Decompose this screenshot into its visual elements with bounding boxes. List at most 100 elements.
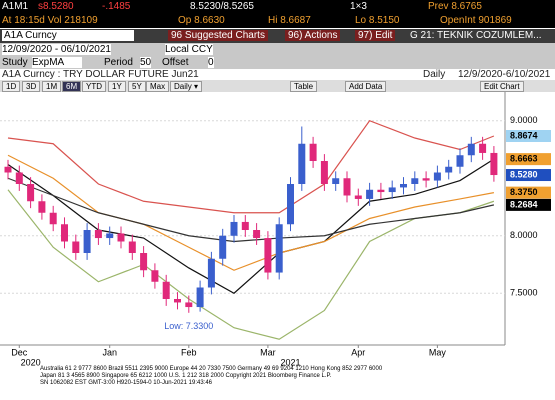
period[interactable]: 50	[140, 57, 152, 68]
offset[interactable]: 0	[208, 57, 214, 68]
candle-body	[72, 241, 80, 253]
candle-body	[61, 224, 68, 242]
price-box-label: 8.6663	[510, 154, 538, 164]
size: 1×3	[350, 1, 367, 12]
candle-body	[332, 178, 340, 184]
toolbar-button[interactable]: YTD	[82, 81, 106, 92]
low-annotation: Low: 7.3300	[164, 321, 213, 331]
description: A1A Curncy : TRY DOLLAR FUTURE Jun21	[2, 69, 199, 80]
chart-name: G 21: TEKNIK COZUMLEM...	[410, 30, 542, 41]
footer-line: SN 1062082 EST GMT-3:00 H920-1594-0 10-J…	[40, 380, 213, 386]
toolbar-button[interactable]: 5Y	[128, 81, 146, 92]
security-input[interactable]: A1A Curncy	[2, 30, 134, 41]
year-label: 2020	[21, 357, 41, 367]
y-tick-label: 9.0000	[510, 115, 538, 125]
time-vol: At 18:15d Vol 218109	[2, 15, 98, 26]
plot-background	[0, 92, 555, 345]
candle-body	[196, 287, 204, 308]
candle-body	[354, 195, 362, 199]
y-tick-label: 7.5000	[510, 288, 538, 298]
candle-body	[4, 166, 12, 173]
candle-body	[151, 270, 159, 282]
candle-body	[94, 230, 102, 239]
toolbar-button[interactable]: 1Y	[108, 81, 126, 92]
edit-button[interactable]: 97) Edit	[355, 30, 396, 41]
toolbar-button[interactable]: Max	[146, 81, 170, 92]
candle-body	[467, 143, 475, 156]
candle-body	[207, 258, 215, 288]
candle-body	[343, 178, 351, 196]
candle-body	[15, 172, 23, 184]
actions-button[interactable]: 96) Actions	[285, 30, 341, 41]
indicator-line	[7, 120, 495, 214]
bid-ask: 8.5230/8.5265	[190, 1, 254, 12]
toolbar-button[interactable]: Table	[290, 81, 318, 92]
command-row: A1A Curncy 96 Suggested Charts 96) Actio…	[0, 29, 555, 43]
price-box	[506, 169, 551, 182]
indicator-line	[7, 154, 495, 271]
x-tick-label: Mar	[260, 347, 276, 357]
toolbar-button[interactable]: 1D	[2, 81, 21, 92]
open-int: OpenInt 901869	[440, 15, 512, 26]
x-tick-label: May	[429, 347, 447, 357]
period-label: Period	[104, 57, 133, 68]
candle-body	[174, 299, 181, 303]
price-box	[506, 129, 551, 142]
candle-body	[388, 187, 396, 193]
candle-body	[140, 253, 148, 271]
candle-body	[456, 155, 464, 167]
toolbar-button[interactable]: Edit Chart	[480, 81, 524, 92]
suggested-button[interactable]: 96 Suggested Charts	[168, 30, 268, 41]
year-label: 2021	[280, 357, 300, 367]
currency[interactable]: Local CCY	[165, 44, 213, 55]
toolbar-button[interactable]: 1M	[42, 81, 62, 92]
frequency: Daily	[423, 69, 446, 80]
prev: Prev 8.6765	[428, 1, 482, 12]
x-tick-label: Dec	[11, 347, 28, 357]
last: s8.5280	[38, 1, 74, 12]
candle-body	[49, 212, 57, 225]
y-tick-label: 8.0000	[510, 230, 538, 240]
candle-body	[117, 233, 125, 242]
candle-body	[377, 189, 385, 193]
price-box-label: 8.2684	[510, 199, 538, 209]
x-tick-label: Jan	[102, 347, 117, 357]
footer-line: Japan 81 3 4565 8900 Singapore 65 6212 1…	[40, 373, 332, 379]
candle-body	[298, 143, 306, 184]
candle-body	[38, 201, 46, 213]
candle-body	[309, 143, 317, 161]
ticker: A1M1	[2, 1, 29, 12]
candle-body	[219, 235, 227, 259]
candle-body	[185, 302, 193, 308]
stats-row: At 18:15d Vol 218109 Op 8.6630 Hi 8.6687…	[0, 14, 555, 28]
toolbar-button[interactable]: Daily ▾	[170, 81, 203, 92]
candle-body	[230, 221, 238, 236]
quote-row: A1M1 s8.5280 -.1485 8.5230/8.5265 1×3 Pr…	[0, 0, 555, 14]
candle-body	[320, 161, 328, 184]
candle-body	[479, 143, 487, 153]
study[interactable]: ExpMA	[32, 57, 82, 68]
price-box	[506, 198, 551, 211]
candle-body	[275, 224, 283, 273]
price-box-label: 8.5280	[510, 169, 538, 179]
low: Lo 8.5150	[355, 15, 400, 26]
toolbar-button[interactable]: 3D	[22, 81, 41, 92]
toolbar-button[interactable]: 6M	[62, 81, 82, 92]
candle-body	[287, 184, 294, 225]
candle-body	[411, 178, 419, 184]
candle-body	[445, 166, 453, 173]
date-range[interactable]: 12/09/2020 - 06/10/2021	[2, 44, 111, 55]
change: -.1485	[102, 1, 131, 12]
candle-body	[162, 281, 170, 299]
candle-body	[106, 233, 114, 239]
price-box	[506, 186, 551, 199]
high: Hi 8.6687	[268, 15, 311, 26]
study-row: Study ExpMA Period 50 Offset 0	[0, 56, 555, 69]
candle-body	[422, 178, 430, 181]
candle-body	[27, 184, 35, 202]
toolbar-button[interactable]: Add Data	[345, 81, 387, 92]
candle-body	[128, 241, 136, 253]
desc-row: A1A Curncy : TRY DOLLAR FUTURE Jun21 Dai…	[0, 69, 555, 80]
offset-label: Offset	[162, 57, 189, 68]
